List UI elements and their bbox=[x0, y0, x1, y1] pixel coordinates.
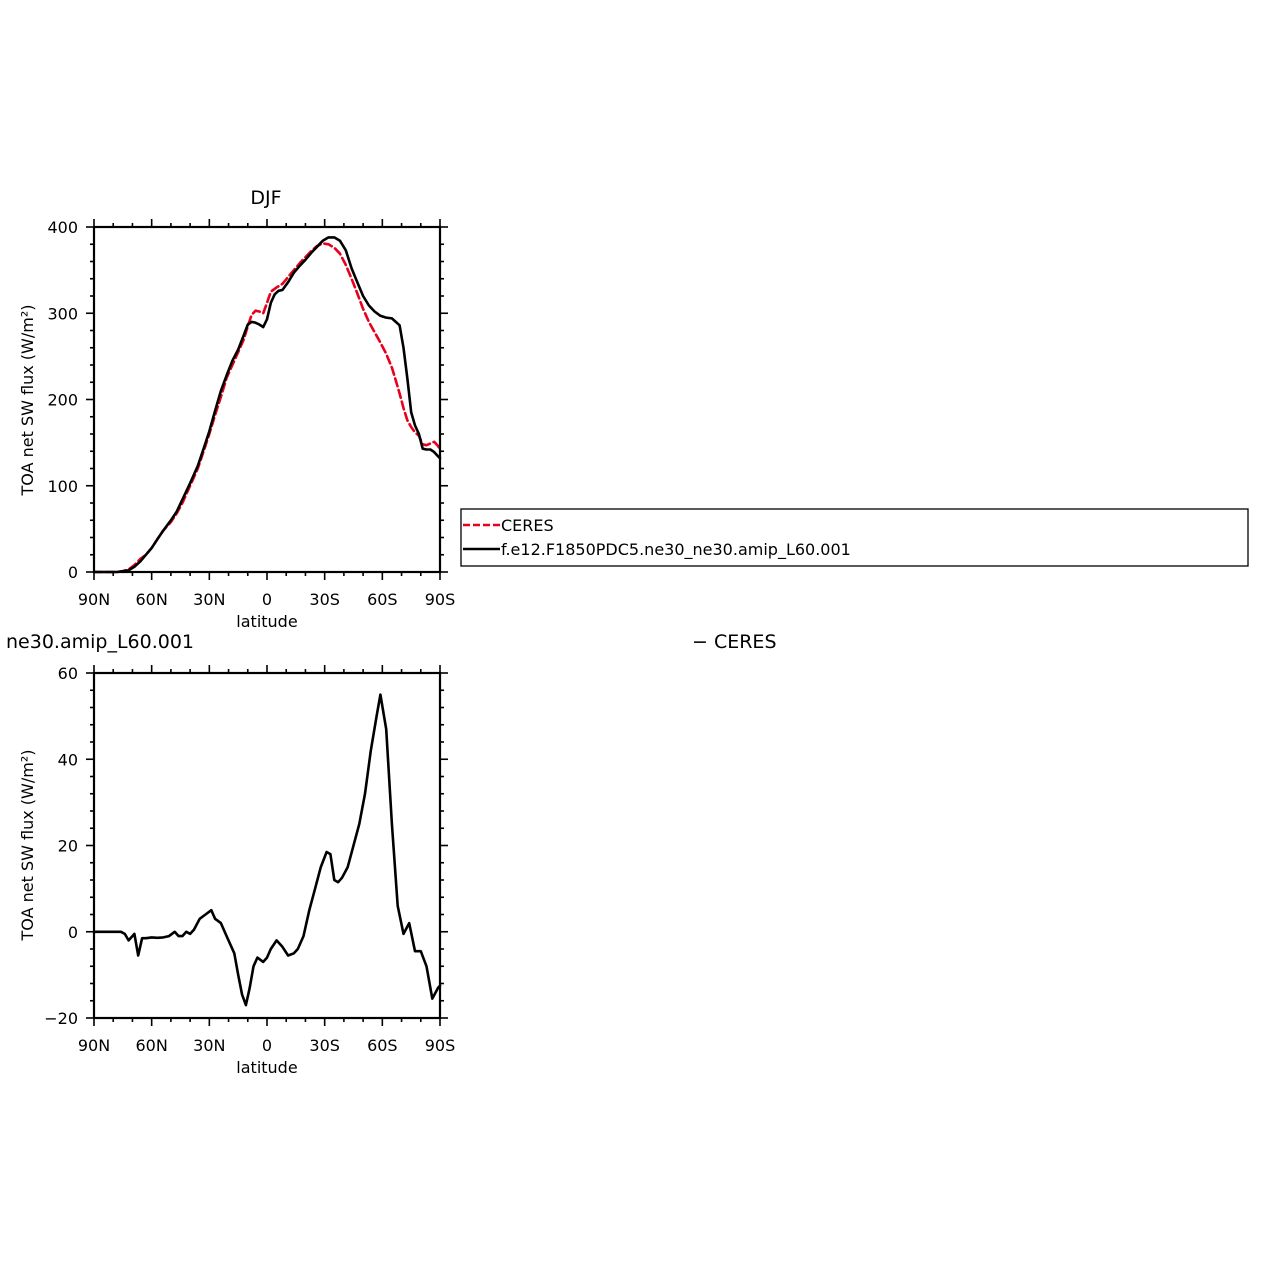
y-tick-label: 20 bbox=[58, 837, 78, 856]
bottom-panel-series bbox=[92, 693, 442, 1007]
top-panel-tick-labels: 90N 60N 30N 0 30S 60S 90S 0 100 200 300 400 bbox=[47, 218, 455, 609]
bottom-panel-xlabel: latitude bbox=[236, 1058, 297, 1077]
x-tick-label: 60N bbox=[136, 1036, 168, 1055]
bottom-panel-frame bbox=[92, 671, 442, 1020]
top-panel-title: DJF bbox=[250, 187, 281, 209]
x-tick-label: 90N bbox=[78, 590, 110, 609]
x-tick-label: 90S bbox=[425, 590, 456, 609]
x-tick-label: 90N bbox=[78, 1036, 110, 1055]
legend-label-model: f.e12.F1850PDC5.ne30_ne30.amip_L60.001 bbox=[501, 540, 851, 560]
series-line-ceres bbox=[92, 242, 442, 574]
x-tick-label: 30S bbox=[309, 590, 340, 609]
top-panel-ticks bbox=[86, 219, 448, 580]
top-panel: DJF 90N 60N 30N 0 30S 60S 90S 0 100 200 300 400 lat… bbox=[18, 187, 455, 631]
top-panel-ylabel: TOA net SW flux (W/m²) bbox=[18, 305, 37, 497]
top-panel-series bbox=[92, 236, 442, 574]
y-tick-label: 60 bbox=[58, 664, 78, 683]
top-panel-xlabel: latitude bbox=[236, 612, 297, 631]
y-tick-label: 400 bbox=[47, 218, 78, 237]
series-line-f-e12-f1850pdc5-ne30-ne30-amip-l60-001 bbox=[92, 236, 442, 574]
x-tick-label: 60N bbox=[136, 590, 168, 609]
x-tick-label: 0 bbox=[262, 590, 272, 609]
y-tick-label: 100 bbox=[47, 477, 78, 496]
x-tick-label: 0 bbox=[262, 1036, 272, 1055]
y-tick-label: 0 bbox=[68, 563, 78, 582]
y-tick-label: 300 bbox=[47, 304, 78, 323]
x-tick-label: 30N bbox=[193, 1036, 225, 1055]
x-tick-label: 60S bbox=[367, 590, 398, 609]
bottom-panel-title: ne30.amip_L60.001 bbox=[6, 631, 194, 653]
y-tick-label: 0 bbox=[68, 923, 78, 942]
bottom-panel-title-right: − CERES bbox=[692, 631, 777, 653]
bottom-panel-ylabel: TOA net SW flux (W/m²) bbox=[18, 750, 37, 942]
y-tick-label: 40 bbox=[58, 750, 78, 769]
y-tick-label: 200 bbox=[47, 391, 78, 410]
bottom-panel-tick-labels: 90N 60N 30N 0 30S 60S 90S −20 0 20 40 60 bbox=[44, 664, 455, 1055]
top-panel-frame bbox=[92, 225, 442, 574]
bottom-panel: ne30.amip_L60.001 − CERES 90N 60N 30N 0 30S 6… bbox=[6, 631, 777, 1077]
legend-label-ceres: CERES bbox=[501, 516, 554, 535]
y-tick-label: −20 bbox=[44, 1009, 78, 1028]
series-line-difference bbox=[92, 693, 442, 1007]
legend: CERES f.e12.F1850PDC5.ne30_ne30.amip_L60… bbox=[460, 508, 1249, 567]
x-tick-label: 90S bbox=[425, 1036, 456, 1055]
legend-box bbox=[460, 508, 1249, 567]
x-tick-label: 60S bbox=[367, 1036, 398, 1055]
x-tick-label: 30N bbox=[193, 590, 225, 609]
x-tick-label: 30S bbox=[309, 1036, 340, 1055]
